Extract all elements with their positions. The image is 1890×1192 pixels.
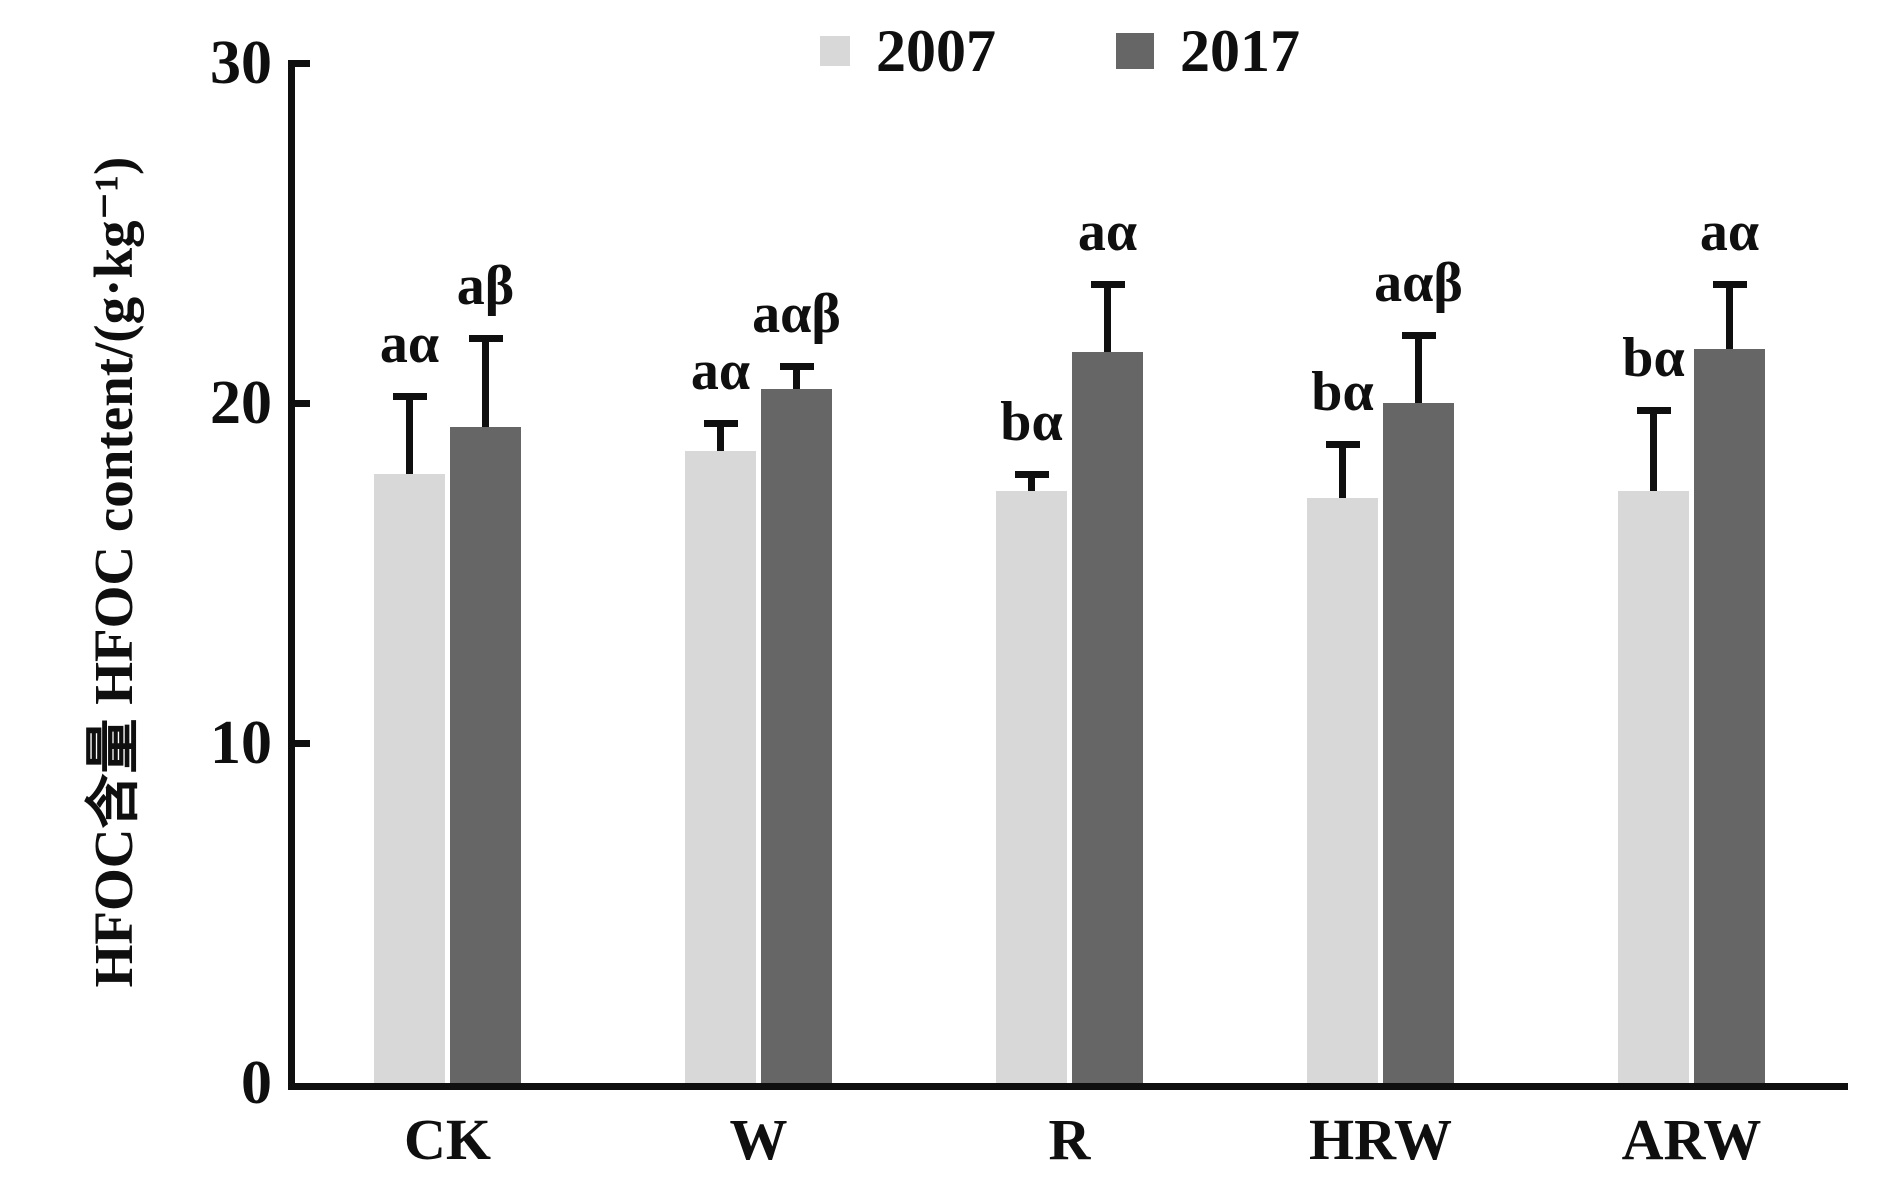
x-tick-label-arw: ARW [1621,1107,1762,1172]
y-tick-label-20: 20 [210,369,272,437]
x-tick-label-ck: CK [404,1107,491,1172]
bar-2007-w [685,450,756,1083]
bar-2017-r [1072,352,1143,1083]
error-bar-cap-2007-hrw [1325,440,1360,448]
error-bar-cap-2007-ck [392,393,427,401]
error-bar-2007-r [1028,474,1035,492]
legend-item-2017: 2017 [1116,21,1300,81]
error-bar-cap-2017-r [1090,281,1125,288]
y-tick-30 [288,60,310,67]
y-axis-title: HFOC含量 HFOC content/(g·kg⁻¹) [83,156,144,988]
bar-2017-ck [450,426,521,1083]
error-bar-cap-2007-w [703,420,738,428]
legend-label-2017: 2017 [1180,18,1300,84]
sig-label-2017-r: aα [1077,201,1138,263]
x-tick-label-r: R [1048,1107,1091,1172]
y-tick-20 [288,400,310,407]
error-bar-cap-2017-ck [468,335,503,343]
error-bar-2017-ck [482,338,489,427]
error-bar-2007-hrw [1339,443,1346,499]
error-bar-2017-hrw [1415,335,1422,403]
error-bar-2007-ck [406,396,413,475]
bar-2007-arw [1618,491,1689,1083]
error-bar-2007-arw [1650,409,1657,492]
sig-label-2017-w: aαβ [752,282,841,345]
sig-label-2007-w: aα [690,340,751,403]
bar-2017-arw [1694,348,1765,1083]
legend-item-2007: 2007 [820,21,996,81]
error-bar-2017-arw [1726,284,1733,349]
bar-2007-hrw [1307,498,1378,1083]
legend: 2007 2017 [820,21,1300,81]
error-bar-2017-w [793,365,800,390]
sig-label-2007-ck: aα [379,313,440,376]
y-tick-label-10: 10 [210,709,272,777]
error-bar-cap-2007-r [1014,471,1049,479]
error-bar-cap-2017-hrw [1401,332,1436,339]
sig-label-2007-arw: bα [1622,326,1685,389]
bar-2007-r [996,491,1067,1083]
error-bar-cap-2017-arw [1712,281,1747,288]
legend-label-2007: 2007 [876,18,996,84]
y-tick-label-30: 30 [210,29,272,97]
sig-label-2007-r: bα [1000,391,1063,454]
sig-label-2017-arw: aα [1699,201,1760,263]
x-tick-label-hrw: HRW [1309,1107,1452,1172]
bar-2007-ck [374,474,445,1083]
x-tick-label-w: W [729,1107,788,1172]
legend-swatch-2017-icon [1116,33,1154,69]
y-axis-line [288,63,295,1090]
y-tick-label-0: 0 [241,1049,272,1117]
error-bar-cap-2017-w [779,362,814,370]
bar-2017-w [761,389,832,1083]
sig-label-2017-hrw: aαβ [1374,252,1463,314]
error-bar-2007-w [717,423,724,451]
legend-swatch-2007-icon [820,36,850,66]
error-bar-cap-2007-arw [1636,406,1671,414]
bar-2017-hrw [1383,403,1454,1083]
x-axis-line [288,1083,1848,1090]
sig-label-2007-hrw: bα [1311,360,1374,423]
y-tick-10 [288,740,310,747]
error-bar-2017-r [1104,284,1111,352]
sig-label-2017-ck: aβ [456,255,515,318]
